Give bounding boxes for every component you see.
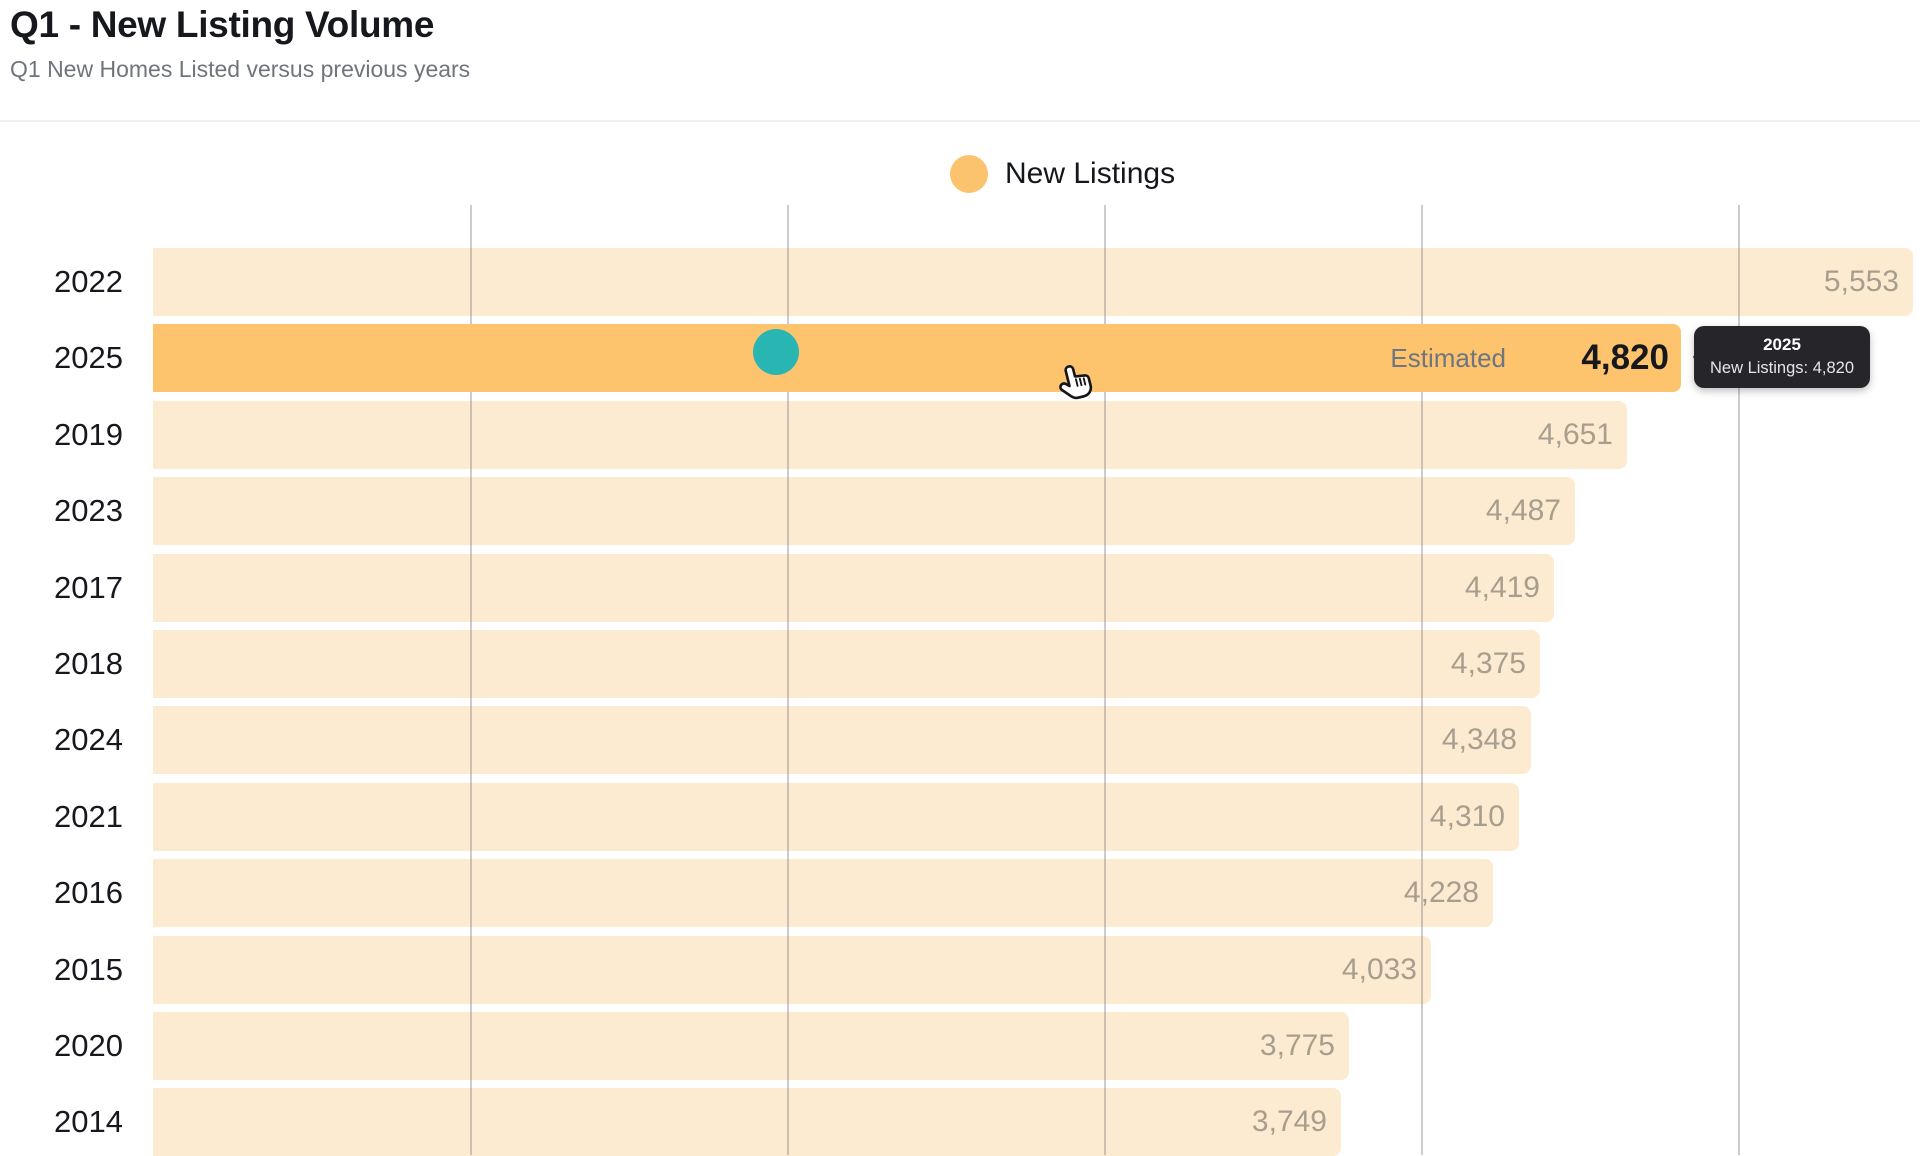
chart-row-2023: 2023 4,487 <box>0 477 1920 545</box>
bar-2015[interactable]: 4,033 <box>153 936 1431 1004</box>
chart-row-2025: 2025 Estimated 4,820 <box>0 324 1920 392</box>
year-label-2019: 2019 <box>54 417 123 452</box>
chart-row-2020: 2020 3,775 <box>0 1012 1920 1080</box>
value-label-2020: 3,775 <box>1259 1029 1335 1062</box>
bar-2023[interactable]: 4,487 <box>153 477 1575 545</box>
value-label-2025: 4,820 <box>1581 338 1669 377</box>
bar-2025[interactable]: Estimated 4,820 <box>153 324 1681 392</box>
chart-row-2024: 2024 4,348 <box>0 706 1920 774</box>
bar-2016[interactable]: 4,228 <box>153 859 1493 927</box>
legend-label: New Listings <box>1005 157 1176 190</box>
gridline-2000 <box>787 205 789 1155</box>
year-label-2023: 2023 <box>54 493 123 528</box>
tooltip-text: New Listings: 4,820 <box>1710 359 1854 377</box>
tooltip-title: 2025 <box>1763 335 1801 354</box>
year-label-2025: 2025 <box>54 340 123 375</box>
chart-row-2018: 2018 4,375 <box>0 630 1920 698</box>
legend-dot-icon <box>950 155 988 193</box>
value-label-2018: 4,375 <box>1450 647 1526 680</box>
value-label-2023: 4,487 <box>1485 494 1561 527</box>
value-label-2015: 4,033 <box>1341 953 1417 986</box>
year-label-2016: 2016 <box>54 875 123 910</box>
value-label-2017: 4,419 <box>1464 571 1540 604</box>
value-label-2019: 4,651 <box>1537 418 1613 451</box>
value-label-2024: 4,348 <box>1441 723 1517 756</box>
year-label-2018: 2018 <box>54 646 123 681</box>
bar-2018[interactable]: 4,375 <box>153 630 1540 698</box>
page-title: Q1 - New Listing Volume <box>10 4 435 45</box>
page-subtitle: Q1 New Homes Listed versus previous year… <box>10 56 471 82</box>
bar-2022[interactable]: 5,553 <box>153 248 1913 316</box>
teal-marker-dot[interactable] <box>753 329 799 375</box>
chart-row-2017: 2017 4,419 <box>0 554 1920 622</box>
chart-row-2019: 2019 4,651 <box>0 401 1920 469</box>
value-label-2021: 4,310 <box>1429 800 1505 833</box>
mouse-cursor <box>1051 363 1097 414</box>
year-label-2015: 2015 <box>54 952 123 987</box>
tooltip: 2025 New Listings: 4,820 <box>1693 326 1870 388</box>
bar-2014[interactable]: 3,749 <box>153 1088 1341 1156</box>
gridline-3000 <box>1104 205 1106 1155</box>
bar-2019[interactable]: 4,651 <box>153 401 1627 469</box>
gridline-1000 <box>470 205 472 1155</box>
header-divider <box>0 120 1920 122</box>
year-label-2022: 2022 <box>54 264 123 299</box>
chart-row-2014: 2014 3,749 <box>0 1088 1920 1156</box>
year-label-2017: 2017 <box>54 570 123 605</box>
estimated-label: Estimated <box>1390 343 1506 373</box>
legend-item-new-listings[interactable]: New Listings <box>950 152 1175 196</box>
year-label-2014: 2014 <box>54 1104 123 1139</box>
chart-row-2021: 2021 4,310 <box>0 783 1920 851</box>
chart-row-2022: 2022 5,553 <box>0 248 1920 316</box>
year-label-2020: 2020 <box>54 1028 123 1063</box>
chart-row-2015: 2015 4,033 <box>0 936 1920 1004</box>
bar-2024[interactable]: 4,348 <box>153 706 1531 774</box>
bar-2021[interactable]: 4,310 <box>153 783 1519 851</box>
year-label-2024: 2024 <box>54 722 123 757</box>
bar-2017[interactable]: 4,419 <box>153 554 1554 622</box>
gridline-5000 <box>1738 205 1740 1155</box>
gridline-4000 <box>1421 205 1423 1155</box>
bar-2020[interactable]: 3,775 <box>153 1012 1349 1080</box>
value-label-2016: 4,228 <box>1403 876 1479 909</box>
value-label-2014: 3,749 <box>1251 1105 1327 1138</box>
year-label-2021: 2021 <box>54 799 123 834</box>
value-label-2022: 5,553 <box>1823 265 1899 298</box>
chart-row-2016: 2016 4,228 <box>0 859 1920 927</box>
